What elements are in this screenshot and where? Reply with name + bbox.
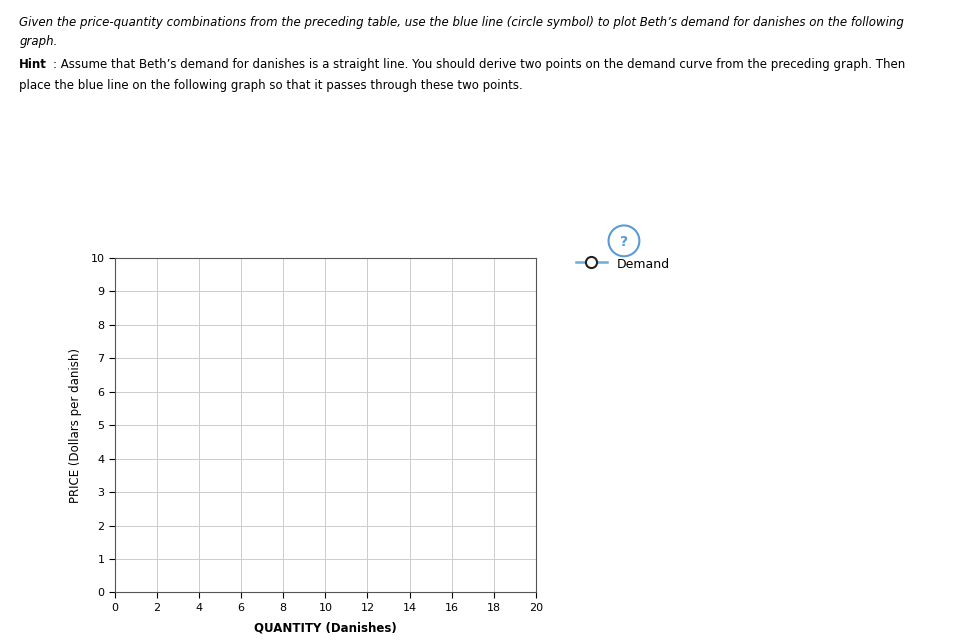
- Text: ?: ?: [620, 234, 628, 249]
- Text: : Assume that Beth’s demand for danishes is a straight line. You should derive t: : Assume that Beth’s demand for danishes…: [53, 58, 905, 71]
- Text: place the blue line on the following graph so that it passes through these two p: place the blue line on the following gra…: [19, 79, 523, 91]
- Text: Hint: Hint: [19, 58, 47, 71]
- Circle shape: [609, 225, 639, 256]
- Y-axis label: PRICE (Dollars per danish): PRICE (Dollars per danish): [69, 348, 82, 502]
- X-axis label: QUANTITY (Danishes): QUANTITY (Danishes): [254, 621, 397, 634]
- Text: Given the price-quantity combinations from the preceding table, use the blue lin: Given the price-quantity combinations fr…: [19, 16, 904, 29]
- Text: graph.: graph.: [19, 35, 57, 48]
- Legend: Demand: Demand: [576, 257, 670, 270]
